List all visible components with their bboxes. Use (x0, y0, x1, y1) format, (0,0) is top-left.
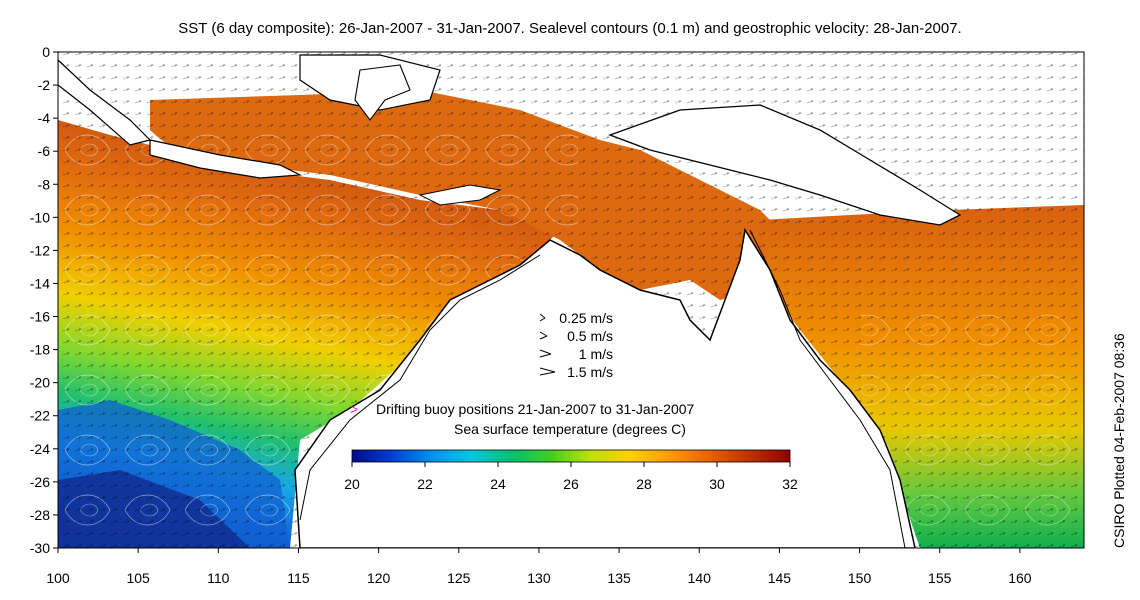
landmass-timor (418, 184, 502, 206)
sst-colorbar: Sea surface temperature (degrees C) 20 22… (344, 421, 798, 492)
lat-tick-label: -16 (30, 309, 50, 325)
lat-tick-label: -12 (30, 242, 50, 258)
colorbar-tick-label: 24 (490, 476, 506, 492)
colorbar-tick-label: 30 (709, 476, 725, 492)
lat-tick-label: -28 (30, 507, 50, 523)
velocity-scale-label: 1 m/s (579, 346, 613, 362)
isobath-line (299, 254, 541, 521)
velocity-scale-arrow (539, 367, 556, 376)
lon-tick-label: 125 (447, 570, 471, 586)
longitude-axis: 100 105 110 115 120 125 130 135 140 145 150 155 160 (46, 548, 1032, 586)
lon-tick-label: 155 (928, 570, 952, 586)
lat-tick-label: -8 (38, 176, 51, 192)
lon-tick-label: 115 (287, 570, 310, 586)
landmass-new-guinea (608, 104, 962, 226)
lat-tick-label: -14 (30, 275, 50, 291)
lon-tick-label: 160 (1008, 570, 1032, 586)
velocity-scale-label: 1.5 m/s (567, 364, 613, 380)
latitude-axis: 0 -2 -4 -6 -8 -10 -12 -14 -16 -18 -20 -22 -24 -26 -28 -… (30, 44, 58, 556)
colorbar-tick-label: 22 (417, 476, 433, 492)
colorbar-tick-label: 26 (563, 476, 579, 492)
lat-tick-label: -2 (38, 77, 51, 93)
colorbar-tick-label: 32 (782, 476, 798, 492)
lon-tick-label: 150 (848, 570, 872, 586)
lat-tick-label: -4 (38, 110, 51, 126)
velocity-scale-arrow (539, 313, 546, 322)
velocity-scale-arrow (539, 331, 548, 340)
lon-tick-label: 120 (367, 570, 391, 586)
colorbar-tick-label: 28 (636, 476, 652, 492)
landmass-sulawesi (354, 64, 411, 121)
colorbar-label: Sea surface temperature (degrees C) (454, 421, 686, 437)
colorbar-ticks: 20 22 24 26 28 30 32 (344, 462, 798, 492)
lon-tick-label: 130 (527, 570, 551, 586)
colorbar-bar (351, 449, 791, 463)
lon-tick-label: 135 (607, 570, 631, 586)
lat-tick-label: -22 (30, 408, 50, 424)
map-title: SST (6 day composite): 26-Jan-2007 - 31-… (178, 20, 962, 37)
velocity-scale-legend: 0.25 m/s 0.5 m/s 1 m/s 1.5 m/s (539, 310, 613, 380)
velocity-scale-label: 0.25 m/s (559, 310, 613, 326)
buoy-legend: > Drifting buoy positions 21-Jan-2007 to… (350, 401, 695, 417)
lat-tick-label: 0 (42, 44, 50, 60)
buoy-symbol: > (350, 401, 358, 417)
colorbar-tick-label: 20 (344, 476, 360, 492)
lon-tick-label: 145 (768, 570, 792, 586)
lon-tick-label: 110 (207, 570, 230, 586)
lon-tick-label: 100 (46, 570, 70, 586)
lon-tick-label: 105 (126, 570, 150, 586)
lat-tick-label: -10 (30, 209, 50, 225)
lat-tick-label: -6 (38, 143, 51, 159)
lat-tick-label: -24 (30, 441, 50, 457)
lon-tick-label: 140 (688, 570, 712, 586)
velocity-scale-label: 0.5 m/s (567, 328, 613, 344)
lat-tick-label: -26 (30, 474, 50, 490)
lat-tick-label: -20 (30, 375, 50, 391)
map-area (58, 52, 1084, 548)
landmass-java (149, 139, 303, 179)
map-frame (57, 51, 1085, 549)
velocity-scale-arrow (539, 349, 552, 358)
buoy-legend-label: Drifting buoy positions 21-Jan-2007 to 3… (376, 401, 695, 417)
lat-tick-label: -18 (30, 342, 50, 358)
landmass-sumatra (58, 59, 152, 146)
lat-tick-label: -30 (30, 540, 50, 556)
